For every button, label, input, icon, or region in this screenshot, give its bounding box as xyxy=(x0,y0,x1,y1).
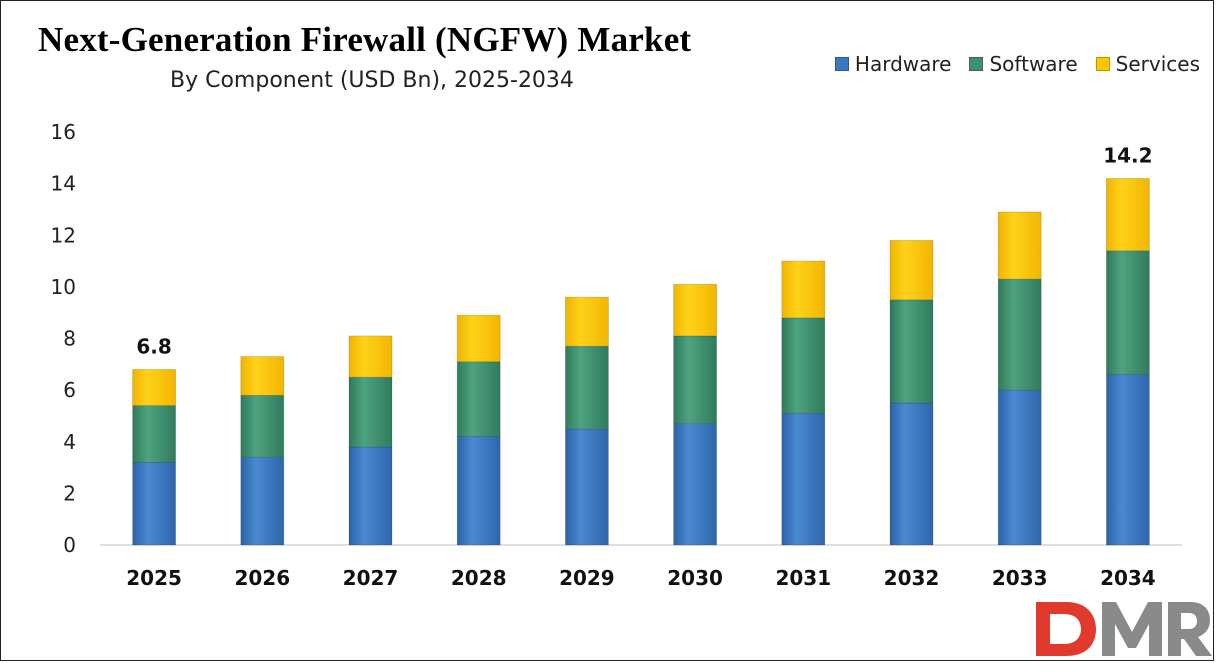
bar-software-2031 xyxy=(781,317,826,414)
bar-services-2032 xyxy=(889,240,934,301)
x-tick-label: 2033 xyxy=(992,566,1048,590)
bar-services-2028 xyxy=(456,314,501,363)
bar-hardware-2026 xyxy=(240,456,285,546)
annotations: 6.8 14.2 xyxy=(136,143,1152,358)
bar-hardware-2030 xyxy=(673,423,717,546)
bar-services-2034 xyxy=(1106,178,1150,252)
y-tick-label: 12 xyxy=(51,223,76,247)
chart-legend: Hardware Software Services xyxy=(834,52,1200,76)
y-tick-label: 2 xyxy=(63,481,76,505)
logo-letter-d xyxy=(1036,602,1096,656)
x-tick-label: 2027 xyxy=(343,566,399,590)
bar-software-2029 xyxy=(565,345,609,430)
x-tick-label: 2029 xyxy=(559,566,615,590)
chart-title: Next-Generation Firewall (NGFW) Market xyxy=(38,20,692,59)
bar-services-2026 xyxy=(240,356,285,396)
bar-services-2031 xyxy=(781,260,826,319)
legend-item-services: Services xyxy=(1095,52,1200,76)
x-tick-label: 2031 xyxy=(775,566,831,590)
chart-subtitle: By Component (USD Bn), 2025-2034 xyxy=(170,68,574,93)
logo-letter-m xyxy=(1102,602,1162,656)
x-axis: 2025 2026 2027 2028 2029 2030 2031 2032 2033 2034 xyxy=(126,566,1155,590)
legend-label-services: Services xyxy=(1115,52,1200,76)
bar-software-2028 xyxy=(456,361,501,437)
y-tick-label: 10 xyxy=(51,275,76,299)
bar-software-2025 xyxy=(132,405,177,463)
bar-hardware-2029 xyxy=(565,428,609,546)
dmr-logo xyxy=(1036,602,1212,656)
y-tick-label: 16 xyxy=(51,120,76,144)
bar-hardware-2025 xyxy=(132,461,177,546)
y-tick-label: 14 xyxy=(51,172,76,196)
y-tick-label: 0 xyxy=(63,533,76,557)
y-tick-label: 6 xyxy=(63,378,76,402)
bar-hardware-2033 xyxy=(997,389,1042,546)
bar-software-2026 xyxy=(240,394,285,458)
bar-hardware-2027 xyxy=(348,446,393,546)
bar-hardware-2031 xyxy=(781,412,826,546)
x-tick-label: 2030 xyxy=(667,566,723,590)
legend-item-hardware: Hardware xyxy=(834,52,952,76)
bars-group xyxy=(132,178,1150,546)
bar-services-2033 xyxy=(997,211,1042,280)
bar-services-2030 xyxy=(673,283,717,337)
x-tick-label: 2028 xyxy=(451,566,507,590)
x-tick-label: 2025 xyxy=(126,566,182,590)
y-axis: 0 2 4 6 8 10 12 14 16 xyxy=(51,120,76,557)
bar-software-2027 xyxy=(348,376,393,448)
bar-software-2034 xyxy=(1106,250,1150,376)
legend-label-hardware: Hardware xyxy=(854,52,952,76)
bar-hardware-2034 xyxy=(1106,374,1150,546)
x-tick-label: 2032 xyxy=(884,566,940,590)
data-label-total-2034: 14.2 xyxy=(1103,143,1152,167)
y-tick-label: 4 xyxy=(63,430,76,454)
bar-services-2025 xyxy=(132,369,177,407)
legend-item-software: Software xyxy=(969,52,1078,76)
legend-swatch-services xyxy=(1095,57,1110,71)
bar-software-2033 xyxy=(997,278,1042,391)
logo-letter-r xyxy=(1168,602,1212,656)
legend-label-software: Software xyxy=(989,52,1078,76)
bar-hardware-2028 xyxy=(456,436,501,546)
bar-software-2030 xyxy=(673,335,717,425)
x-tick-label: 2026 xyxy=(234,566,290,590)
bar-services-2029 xyxy=(565,296,609,347)
legend-swatch-software xyxy=(969,57,984,71)
x-tick-label: 2034 xyxy=(1100,566,1156,590)
bar-hardware-2032 xyxy=(889,402,934,546)
legend-swatch-hardware xyxy=(834,57,849,71)
bar-services-2027 xyxy=(348,335,393,378)
data-label-total-2025: 6.8 xyxy=(136,334,171,358)
bar-software-2032 xyxy=(889,299,934,404)
y-tick-label: 8 xyxy=(63,327,76,351)
